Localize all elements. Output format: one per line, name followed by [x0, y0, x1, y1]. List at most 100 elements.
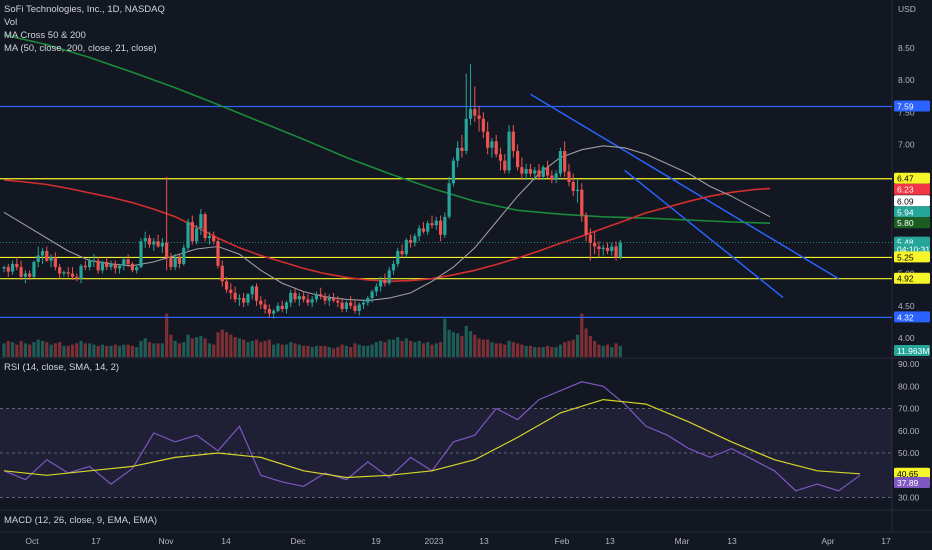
- channel-line: [530, 93, 839, 280]
- trend-channel[interactable]: [530, 93, 839, 298]
- price-axis-tick: 8.50: [898, 43, 915, 53]
- candle-body: [361, 302, 366, 305]
- legend-vol[interactable]: Vol: [4, 17, 18, 28]
- volume-bar: [186, 334, 190, 357]
- candle-body: [23, 273, 27, 277]
- candle-body: [233, 292, 237, 300]
- horizontal-levels[interactable]: [0, 105, 892, 319]
- volume-bar: [32, 342, 36, 357]
- candle-body: [130, 263, 134, 271]
- candle-body: [143, 238, 147, 242]
- volume-bar: [199, 335, 203, 357]
- candle-body: [558, 151, 562, 174]
- price-tag-bg: [894, 217, 930, 229]
- candle-body: [451, 160, 455, 184]
- candle-body: [139, 241, 143, 268]
- candle-body: [614, 246, 618, 258]
- volume-bar: [135, 347, 139, 357]
- candle-body: [314, 294, 319, 300]
- sma200-line: [3, 34, 771, 224]
- volume-bar: [391, 339, 396, 357]
- volume-bar: [601, 345, 605, 357]
- volume-bar: [117, 345, 122, 357]
- candle-body: [391, 263, 396, 271]
- candle-body: [70, 273, 75, 277]
- rsi-axis-tick: 30.00: [898, 493, 920, 503]
- volume-bar: [323, 345, 327, 357]
- volume-bar: [40, 340, 45, 357]
- time-axis-label: Mar: [675, 536, 690, 546]
- volume-bar: [216, 332, 220, 357]
- time-axis[interactable]: Oct 17 Nov 14 Dec 19 2023 13 Feb 13 Mar 13 Apr 17: [25, 536, 891, 546]
- legend-rsi[interactable]: RSI (14, close, SMA, 14, 2): [4, 362, 120, 373]
- volume-bar: [156, 343, 160, 357]
- volume-bar: [23, 343, 27, 357]
- volume-bar: [15, 344, 19, 357]
- price-tag-bg: [894, 251, 930, 263]
- volume-bar: [139, 340, 143, 357]
- volume-bar: [481, 339, 485, 357]
- volume-bar: [533, 347, 537, 357]
- volume-bar: [443, 318, 447, 357]
- candle-body: [246, 294, 250, 303]
- candle-body: [353, 305, 357, 311]
- volume-bar: [400, 340, 404, 357]
- candle-body: [413, 236, 417, 243]
- legend-ma[interactable]: MA (50, close, 200, close, 21, close): [4, 43, 157, 54]
- volume-bar: [109, 345, 113, 357]
- legend-macd[interactable]: MACD (12, 26, close, 9, EMA, EMA): [4, 515, 158, 526]
- time-axis-label: Dec: [290, 536, 306, 546]
- channel-line: [624, 169, 784, 298]
- candle-body: [400, 250, 404, 255]
- volume-bar: [203, 338, 207, 357]
- volume-bar: [361, 345, 366, 357]
- candle-body: [109, 263, 113, 268]
- volume-bar: [122, 344, 126, 357]
- price-tag-bg: [894, 172, 930, 184]
- candle-body: [289, 292, 293, 303]
- candle-body: [220, 265, 224, 282]
- candle-body: [370, 291, 374, 299]
- candle-body: [550, 175, 554, 181]
- price-tag-bg: [894, 206, 930, 218]
- candle-body: [293, 292, 297, 300]
- rsi-tag: 37.89: [897, 478, 919, 488]
- candle-body: [284, 302, 289, 310]
- volume-bar: [537, 347, 541, 357]
- rsi-sma-tag-bg: [894, 467, 930, 479]
- time-axis-label: 19: [371, 536, 381, 546]
- rsi-axis-tick: 50.00: [898, 448, 920, 458]
- price-axis-currency: USD: [898, 4, 916, 14]
- candle-body: [66, 272, 70, 274]
- volume-bar: [379, 340, 383, 357]
- legend-title[interactable]: SoFi Technologies, Inc., 1D, NASDAQ: [4, 4, 165, 15]
- volume-bar: [284, 344, 289, 357]
- candle-body: [182, 247, 186, 264]
- candle-body: [336, 300, 340, 303]
- candle-body: [49, 257, 53, 261]
- candle-body: [464, 118, 468, 151]
- candle-body: [524, 169, 528, 174]
- candle-body: [156, 241, 160, 247]
- volume-bar: [207, 343, 212, 357]
- candle-body: [379, 280, 383, 287]
- candle-body: [100, 261, 105, 271]
- candle-body: [327, 298, 331, 301]
- candle-body: [263, 304, 267, 310]
- candle-body: [507, 131, 511, 171]
- candle-body: [503, 160, 507, 171]
- volume-bar: [58, 342, 62, 357]
- volume-bar: [293, 343, 297, 357]
- volume-bar: [597, 344, 601, 357]
- volume-tag-bg: [894, 345, 930, 356]
- volume-bar: [143, 338, 147, 357]
- candle-body: [169, 257, 173, 268]
- time-axis-label: Feb: [555, 536, 570, 546]
- volume-bar: [83, 343, 87, 357]
- legend-ma-cross[interactable]: MA Cross 50 & 200: [4, 30, 86, 41]
- time-axis-label: Nov: [158, 536, 174, 546]
- candle-body: [417, 228, 421, 237]
- volume-bar: [306, 345, 310, 357]
- candle-body: [580, 189, 584, 216]
